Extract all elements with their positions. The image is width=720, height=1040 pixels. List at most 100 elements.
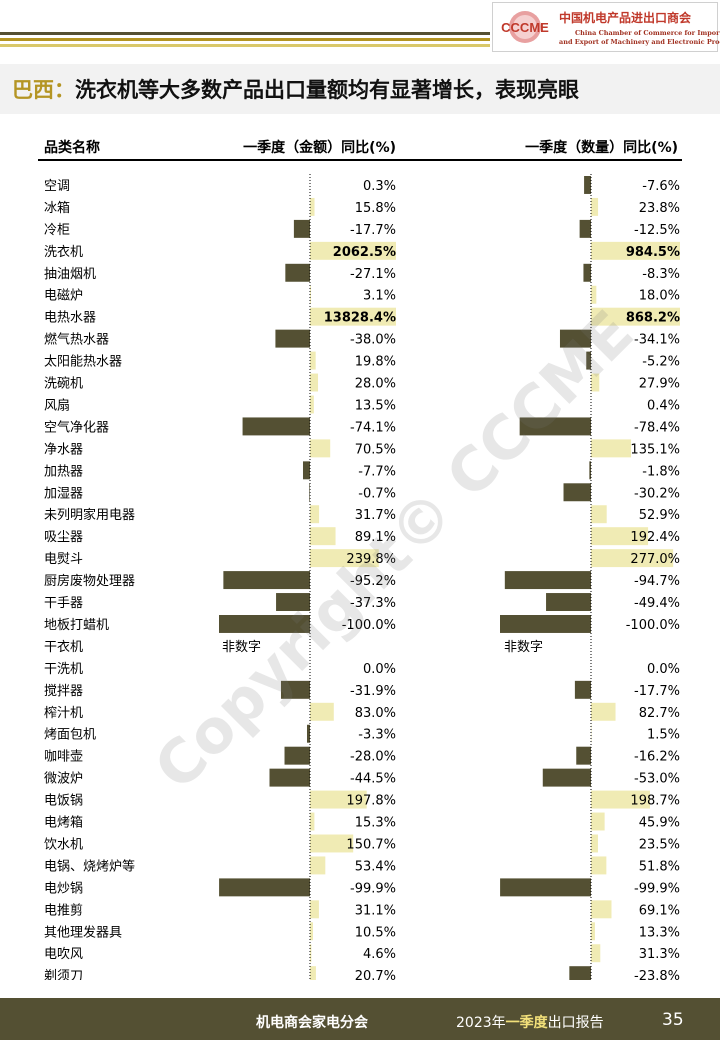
row-category-label: 洗碗机 bbox=[44, 376, 83, 392]
amount-value-label: 197.8% bbox=[346, 794, 396, 809]
amount-bar bbox=[310, 351, 316, 370]
amount-bar bbox=[306, 724, 310, 743]
amount-bar bbox=[310, 439, 331, 458]
amount-bar bbox=[242, 417, 310, 436]
title-country: 巴西： bbox=[12, 78, 75, 102]
amount-value-label: 83.0% bbox=[355, 706, 396, 721]
quantity-value-label: -53.0% bbox=[634, 772, 680, 787]
quantity-value-label: 868.2% bbox=[626, 311, 680, 326]
quantity-bar bbox=[563, 483, 591, 502]
category-header: 品类名称 bbox=[44, 139, 100, 156]
quantity-value-label: 1.5% bbox=[647, 728, 680, 743]
quantity-value-label: -49.4% bbox=[634, 596, 680, 611]
amount-bar bbox=[219, 615, 310, 633]
amount-value-label: 13.5% bbox=[355, 398, 396, 413]
quantity-bar bbox=[586, 351, 591, 370]
footer-bar bbox=[0, 998, 720, 1040]
quantity-value-label: 45.9% bbox=[639, 816, 680, 831]
amount-bar bbox=[310, 812, 315, 831]
quantity-bar bbox=[591, 439, 632, 458]
row-category-label: 饮水机 bbox=[44, 837, 83, 852]
row-category-label: 风扇 bbox=[44, 397, 70, 413]
amount-bar bbox=[285, 263, 310, 282]
amount-value-label: 70.5% bbox=[355, 442, 396, 457]
footer-report-suffix: 出口报告 bbox=[547, 1015, 604, 1031]
quantity-value-label: 984.5% bbox=[626, 245, 680, 260]
banner-stripe-gold bbox=[0, 38, 490, 41]
amount-value-label: 31.1% bbox=[355, 903, 396, 918]
logo-name-en-line2: and Export of Machinery and Electronic P… bbox=[559, 38, 720, 46]
amount-value-label: 4.6% bbox=[363, 947, 396, 962]
amount-value-label: 150.7% bbox=[346, 837, 396, 852]
quantity-bar bbox=[591, 790, 650, 809]
amount-bar bbox=[310, 856, 326, 875]
amount-value-label: 28.0% bbox=[355, 377, 396, 392]
quantity-bar bbox=[591, 944, 601, 963]
row-category-label: 电吹风 bbox=[44, 947, 83, 962]
quantity-bar bbox=[584, 176, 591, 194]
title-text: 洗衣机等大多数产品出口量额均有显著增长，表现亮眼 bbox=[75, 78, 579, 102]
amount-value-label: -0.7% bbox=[358, 486, 396, 501]
quantity-value-label: 69.1% bbox=[639, 903, 680, 918]
non-numeric-label: 非数字 bbox=[504, 640, 543, 655]
page-title: 巴西：洗衣机等大多数产品出口量额均有显著增长，表现亮眼 bbox=[12, 74, 579, 104]
quantity-bar bbox=[591, 812, 605, 831]
quantity-value-label: 82.7% bbox=[639, 706, 680, 721]
logo-name-cn: 中国机电产品进出口商会 bbox=[559, 11, 692, 25]
quantity-value-label: -17.7% bbox=[634, 684, 680, 699]
top-banner: CCCME 中国机电产品进出口商会 China Chamber of Comme… bbox=[0, 0, 720, 52]
quantity-value-label: 27.9% bbox=[639, 377, 680, 392]
quantity-value-label: -12.5% bbox=[634, 223, 680, 238]
quantity-value-label: 31.3% bbox=[639, 947, 680, 962]
row-category-label: 加热器 bbox=[44, 464, 83, 479]
row-category-label: 地板打蜡机 bbox=[44, 618, 109, 633]
amount-bar bbox=[223, 571, 310, 590]
row-category-label: 电烤箱 bbox=[44, 815, 83, 831]
quantity-bar bbox=[591, 373, 600, 392]
quantity-bar bbox=[591, 834, 598, 853]
row-category-label: 电磁炉 bbox=[44, 289, 83, 304]
row-category-label: 干衣机 bbox=[44, 639, 83, 655]
quantity-value-label: 0.0% bbox=[647, 662, 680, 677]
quantity-value-label: -5.2% bbox=[642, 355, 680, 370]
cccme-logo: CCCME 中国机电产品进出口商会 China Chamber of Comme… bbox=[492, 2, 720, 52]
amount-bar bbox=[275, 329, 310, 348]
yoy-growth-table-chart: 品类名称 一季度（金额）同比(%) 一季度（数量）同比(%) 空调 0.3% -7.6% 冰… bbox=[38, 139, 682, 980]
row-category-label: 电饭锅 bbox=[44, 793, 83, 809]
row-category-label: 净水器 bbox=[44, 442, 83, 457]
amount-value-label: 0.3% bbox=[363, 179, 396, 194]
quantity-bar bbox=[591, 307, 680, 326]
quantity-value-label: 52.9% bbox=[639, 508, 680, 523]
row-category-label: 剃须刀 bbox=[44, 969, 83, 980]
amount-value-label: -37.3% bbox=[350, 596, 396, 611]
logo-name-en-line1: China Chamber of Commerce for Import bbox=[575, 29, 720, 37]
quantity-bar bbox=[591, 505, 607, 524]
row-category-label: 吸尘器 bbox=[44, 530, 83, 545]
amount-value-label: -17.7% bbox=[350, 223, 396, 238]
row-category-label: 空调 bbox=[44, 179, 70, 194]
amount-value-label: 20.7% bbox=[355, 969, 396, 980]
row-category-label: 电推剪 bbox=[44, 902, 83, 918]
quantity-bar bbox=[579, 219, 591, 238]
quantity-bar bbox=[589, 461, 591, 480]
amount-value-label: -100.0% bbox=[342, 618, 396, 633]
amount-bar bbox=[310, 944, 312, 963]
quantity-bar bbox=[591, 900, 612, 919]
row-category-label: 燃气热水器 bbox=[44, 332, 109, 348]
amount-value-label: 10.5% bbox=[355, 925, 396, 940]
row-category-label: 榨汁机 bbox=[44, 705, 83, 721]
quantity-value-label: 0.4% bbox=[647, 398, 680, 413]
amount-value-label: 89.1% bbox=[355, 530, 396, 545]
amount-bar bbox=[310, 790, 367, 809]
quantity-bar bbox=[591, 856, 607, 875]
amount-value-label: -38.0% bbox=[350, 333, 396, 348]
amount-bar bbox=[302, 461, 310, 480]
amount-value-label: -74.1% bbox=[350, 420, 396, 435]
amount-bar bbox=[293, 219, 310, 238]
quantity-value-label: -100.0% bbox=[626, 618, 680, 633]
amount-bar bbox=[310, 834, 354, 853]
footer-report-highlight: 一季度 bbox=[505, 1015, 548, 1031]
quantity-bar bbox=[500, 878, 591, 897]
quantity-value-label: 135.1% bbox=[630, 442, 680, 457]
amount-value-label: 0.0% bbox=[363, 662, 396, 677]
